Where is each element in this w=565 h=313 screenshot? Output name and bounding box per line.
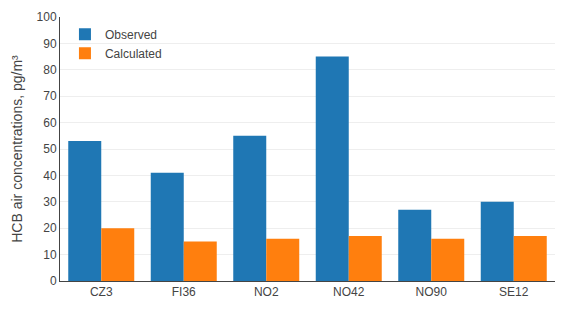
- svg-text:NO90: NO90: [416, 285, 448, 299]
- svg-text:NO2: NO2: [254, 285, 279, 299]
- svg-text:30: 30: [43, 195, 57, 209]
- svg-text:60: 60: [43, 116, 57, 130]
- svg-text:70: 70: [43, 89, 57, 103]
- svg-text:NO42: NO42: [333, 285, 365, 299]
- svg-text:FI36: FI36: [172, 285, 196, 299]
- svg-text:SE12: SE12: [499, 285, 529, 299]
- svg-text:CZ3: CZ3: [90, 285, 113, 299]
- svg-text:Calculated: Calculated: [105, 47, 162, 61]
- svg-text:20: 20: [43, 221, 57, 235]
- svg-text:HCB air concentrations, pg/m³: HCB air concentrations, pg/m³: [9, 55, 25, 243]
- svg-text:10: 10: [43, 248, 57, 262]
- svg-text:50: 50: [43, 142, 57, 156]
- svg-text:100: 100: [37, 10, 57, 24]
- svg-text:90: 90: [43, 37, 57, 51]
- svg-text:0: 0: [50, 274, 57, 288]
- svg-text:40: 40: [43, 169, 57, 183]
- svg-text:Observed: Observed: [105, 28, 157, 42]
- svg-text:80: 80: [43, 63, 57, 77]
